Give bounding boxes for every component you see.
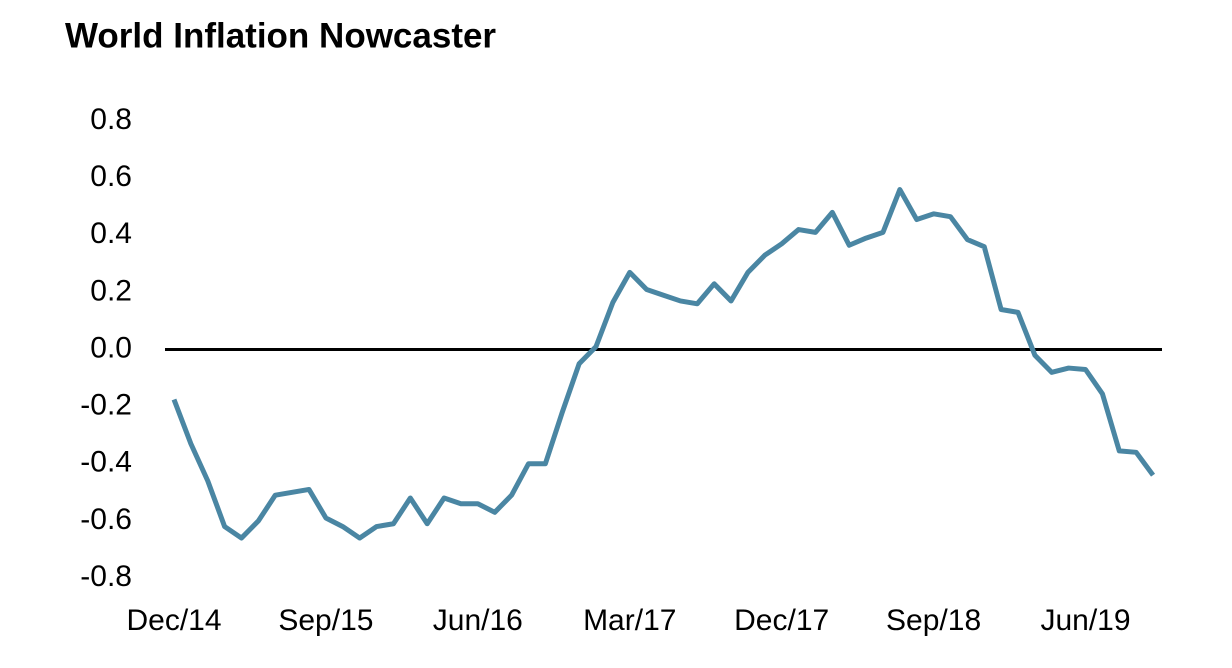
y-tick-label: -0.2 (80, 389, 132, 422)
x-tick-label: Jun/19 (1040, 604, 1130, 637)
chart-title: World Inflation Nowcaster (65, 16, 496, 55)
x-tick-label: Jun/16 (433, 604, 523, 637)
y-tick-label: 0.0 (90, 331, 132, 364)
x-tick-label: Dec/17 (734, 604, 829, 637)
y-tick-label: -0.6 (80, 503, 132, 536)
y-tick-label: 0.2 (90, 274, 132, 307)
x-tick-label: Mar/17 (583, 604, 676, 637)
y-tick-label: 0.6 (90, 160, 132, 193)
data-line (171, 187, 1156, 541)
y-tick-label: -0.8 (80, 560, 132, 593)
x-tick-label: Dec/14 (126, 604, 221, 637)
y-tick-label: 0.4 (90, 217, 132, 250)
x-tick-label: Sep/18 (886, 604, 981, 637)
x-tick-label: Sep/15 (278, 604, 373, 637)
y-tick-label: 0.8 (90, 103, 132, 136)
y-tick-label: -0.4 (80, 446, 132, 479)
